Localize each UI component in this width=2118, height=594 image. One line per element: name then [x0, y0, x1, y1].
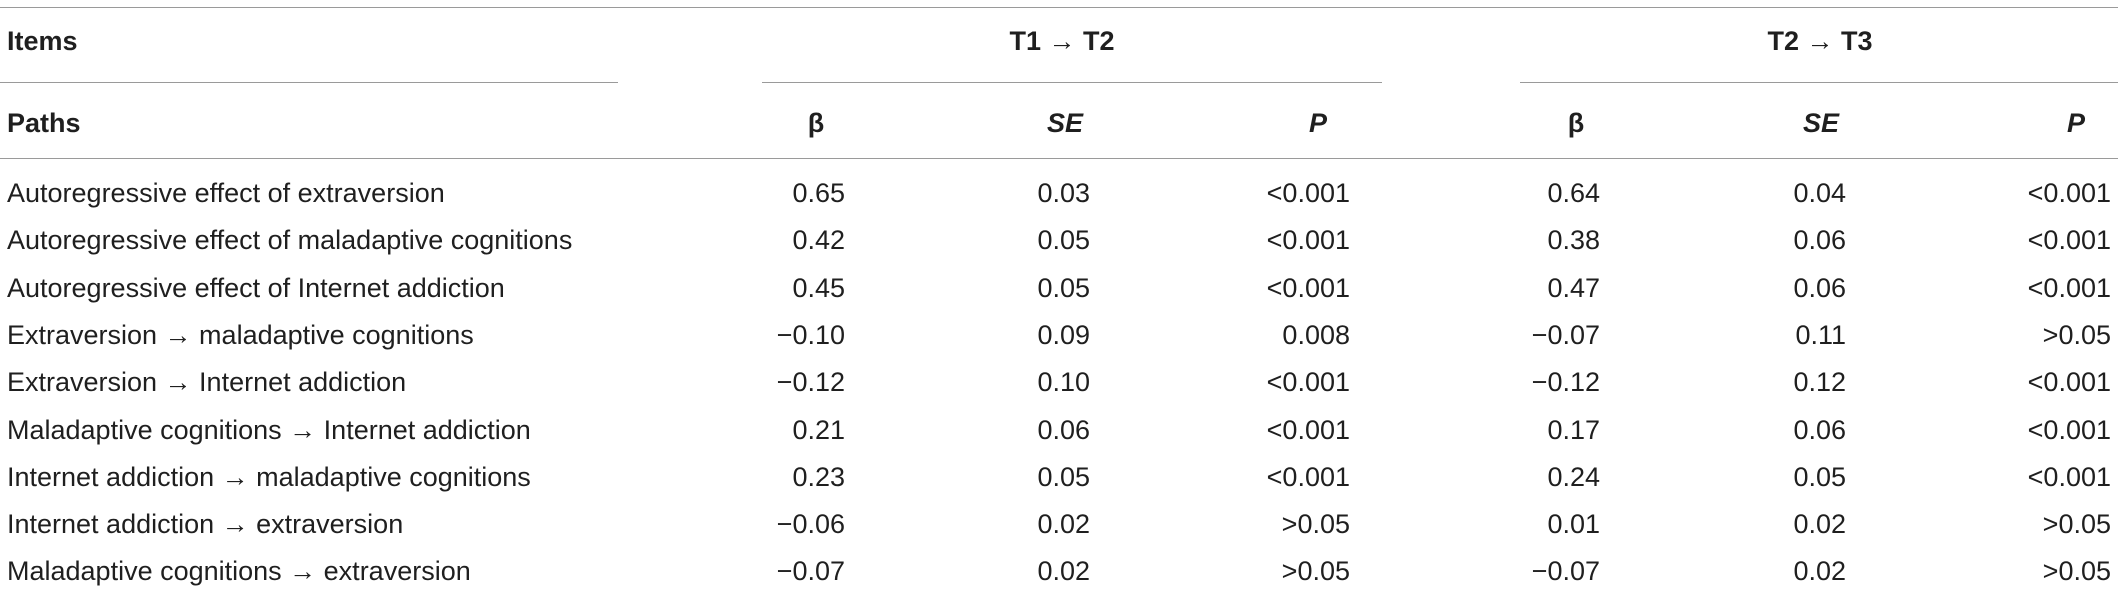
p-t1-cell: <0.001	[1266, 178, 1350, 208]
p-t2-cell: <0.001	[2027, 367, 2111, 397]
header-bottom-rule	[0, 158, 2118, 159]
beta-t1-cell: −0.07	[776, 556, 845, 586]
group1-underline	[762, 82, 1382, 83]
beta-t2-cell: 0.24	[1547, 462, 1600, 492]
p-t1-cell: >0.05	[1281, 556, 1350, 586]
se-t1-cell: 0.03	[1037, 178, 1090, 208]
p-t2-cell: <0.001	[2027, 225, 2111, 255]
p-t1-cell: >0.05	[1281, 509, 1350, 539]
path-cell: Internet addiction → maladaptive cogniti…	[7, 462, 531, 492]
p-t2-cell: <0.001	[2027, 415, 2111, 445]
p-header-t1: P	[1308, 108, 1327, 138]
se-t2-cell: 0.05	[1793, 462, 1846, 492]
path-cell: Autoregressive effect of maladaptive cog…	[7, 225, 573, 255]
group2-header: T2 → T3	[1767, 26, 1873, 56]
beta-t2-cell: −0.07	[1531, 556, 1600, 586]
se-t2-cell: 0.06	[1793, 273, 1846, 303]
p-t2-cell: >0.05	[2042, 556, 2111, 586]
se-t2-cell: 0.11	[1795, 320, 1846, 350]
beta-t1-cell: −0.06	[776, 509, 845, 539]
p-header-t2: P	[2066, 108, 2085, 138]
path-cell: Autoregressive effect of Internet addict…	[7, 273, 505, 303]
items-underline	[0, 82, 618, 83]
p-t1-cell: <0.001	[1266, 367, 1350, 397]
se-t2-cell: 0.06	[1793, 415, 1846, 445]
items-header: Items	[7, 26, 78, 56]
beta-t1-cell: 0.42	[792, 225, 845, 255]
se-t2-cell: 0.12	[1793, 367, 1846, 397]
path-cell: Extraversion → maladaptive cognitions	[7, 320, 474, 350]
path-cell: Internet addiction → extraversion	[7, 509, 404, 539]
se-t1-cell: 0.02	[1037, 509, 1090, 539]
beta-t2-cell: 0.47	[1547, 273, 1600, 303]
se-t2-cell: 0.02	[1793, 509, 1846, 539]
p-t2-cell: >0.05	[2042, 509, 2111, 539]
p-t2-cell: <0.001	[2027, 273, 2111, 303]
beta-t2-cell: −0.07	[1531, 320, 1600, 350]
group2-underline	[1520, 82, 2118, 83]
beta-t2-cell: −0.12	[1531, 367, 1600, 397]
beta-header-t2: β	[1567, 108, 1585, 138]
se-t1-cell: 0.05	[1037, 225, 1090, 255]
beta-t2-cell: 0.64	[1547, 178, 1600, 208]
p-t2-cell: <0.001	[2027, 178, 2111, 208]
se-header-t1: SE	[1046, 108, 1084, 138]
se-t2-cell: 0.02	[1793, 556, 1846, 586]
p-t2-cell: >0.05	[2042, 320, 2111, 350]
se-t2-cell: 0.06	[1793, 225, 1846, 255]
p-t1-cell: <0.001	[1266, 273, 1350, 303]
se-t1-cell: 0.10	[1037, 367, 1090, 397]
beta-t2-cell: 0.17	[1547, 415, 1600, 445]
top-rule	[0, 7, 2118, 8]
beta-t1-cell: 0.21	[792, 415, 845, 445]
beta-t2-cell: 0.38	[1547, 225, 1600, 255]
se-t1-cell: 0.05	[1037, 462, 1090, 492]
p-t1-cell: <0.001	[1266, 225, 1350, 255]
beta-t1-cell: −0.12	[776, 367, 845, 397]
path-cell: Autoregressive effect of extraversion	[7, 178, 445, 208]
beta-t1-cell: −0.10	[776, 320, 845, 350]
se-t1-cell: 0.06	[1037, 415, 1090, 445]
se-t1-cell: 0.02	[1037, 556, 1090, 586]
beta-t1-cell: 0.23	[792, 462, 845, 492]
path-cell: Maladaptive cognitions → Internet addict…	[7, 415, 531, 445]
beta-t1-cell: 0.45	[792, 273, 845, 303]
path-cell: Extraversion → Internet addiction	[7, 367, 407, 397]
beta-t2-cell: 0.01	[1547, 509, 1600, 539]
beta-header-t1: β	[807, 108, 825, 138]
se-t1-cell: 0.09	[1037, 320, 1090, 350]
group1-header: T1 → T2	[1009, 26, 1115, 56]
se-header-t2: SE	[1802, 108, 1840, 138]
p-t2-cell: <0.001	[2027, 462, 2111, 492]
se-t2-cell: 0.04	[1793, 178, 1846, 208]
se-t1-cell: 0.05	[1037, 273, 1090, 303]
p-t1-cell: <0.001	[1266, 462, 1350, 492]
path-cell: Maladaptive cognitions → extraversion	[7, 556, 471, 586]
p-t1-cell: <0.001	[1266, 415, 1350, 445]
beta-t1-cell: 0.65	[792, 178, 845, 208]
p-t1-cell: 0.008	[1282, 320, 1350, 350]
paths-header: Paths	[7, 108, 81, 138]
